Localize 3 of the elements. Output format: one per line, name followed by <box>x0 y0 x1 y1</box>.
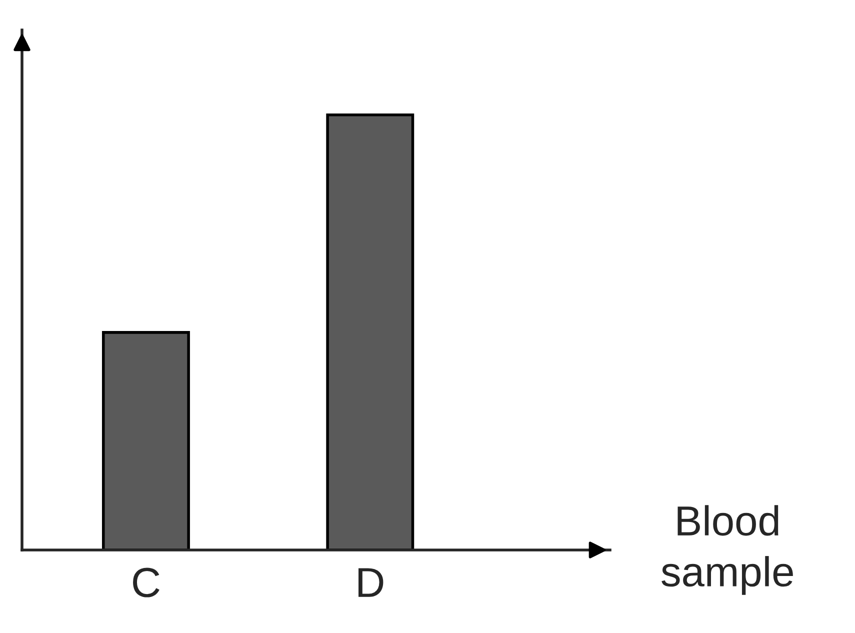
x-tick-label: D <box>358 568 384 597</box>
x-tick-label: C <box>133 568 160 598</box>
x-axis-title: Blood sample <box>662 505 793 595</box>
